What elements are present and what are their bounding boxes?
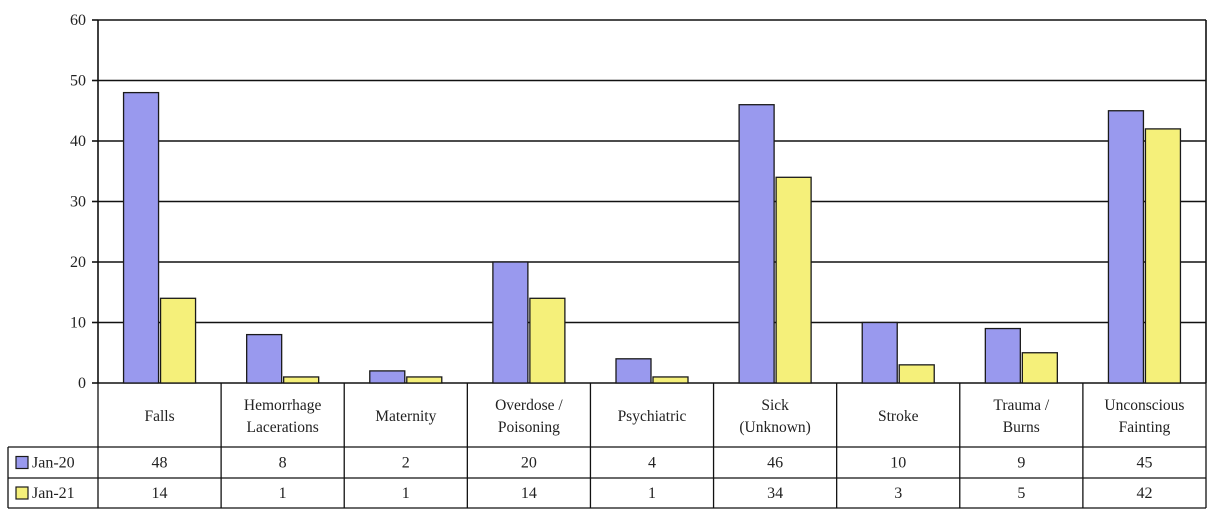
y-tick-label: 10 bbox=[70, 315, 86, 332]
data-table-cell: 34 bbox=[767, 485, 783, 502]
bar-jan-21 bbox=[159, 297, 197, 384]
data-table-cell: 4 bbox=[648, 455, 656, 472]
data-table-cell: 20 bbox=[521, 455, 537, 472]
legend-label-jan-21: Jan-21 bbox=[32, 485, 75, 502]
data-table-cell: 14 bbox=[152, 485, 168, 502]
data-table-cell: 10 bbox=[890, 455, 906, 472]
gridlines bbox=[92, 19, 1207, 384]
data-table-cell: 9 bbox=[1017, 455, 1025, 472]
legend-swatch-jan-20 bbox=[15, 455, 29, 470]
data-table-cell: 5 bbox=[1017, 485, 1025, 502]
bar-jan-21 bbox=[898, 364, 935, 384]
data-table-cell: 2 bbox=[402, 455, 410, 472]
bar-jan-20 bbox=[122, 91, 160, 384]
category-label: Hemorrhage bbox=[244, 397, 322, 414]
category-label: Poisoning bbox=[498, 419, 560, 436]
bar-jan-20 bbox=[615, 358, 652, 384]
data-table-cell: 3 bbox=[894, 485, 902, 502]
data-table-cell: 8 bbox=[279, 455, 287, 472]
data-table-cell: 42 bbox=[1136, 485, 1152, 502]
bar-jan-21 bbox=[283, 376, 320, 384]
category-label: Burns bbox=[1003, 419, 1040, 436]
bars bbox=[122, 91, 1182, 384]
bar-jan-21 bbox=[529, 297, 566, 384]
category-label: Unconscious bbox=[1104, 397, 1184, 414]
bar-jan-20 bbox=[369, 370, 406, 384]
y-tick-label: 40 bbox=[70, 133, 86, 150]
bar-jan-20 bbox=[1107, 110, 1145, 384]
y-tick-label: 30 bbox=[70, 194, 86, 211]
bar-jan-20 bbox=[861, 321, 898, 384]
category-label: Lacerations bbox=[247, 419, 319, 436]
data-table-cell: 45 bbox=[1136, 455, 1152, 472]
y-tick-label: 0 bbox=[78, 375, 86, 392]
y-axis-ticks: 0 10 20 30 40 50 60 bbox=[70, 12, 86, 392]
category-label: Falls bbox=[144, 408, 174, 425]
category-label: Overdose / bbox=[495, 397, 563, 414]
category-label: Psychiatric bbox=[618, 408, 687, 425]
bar-jan-21 bbox=[775, 176, 812, 384]
data-table-cell: 1 bbox=[648, 485, 656, 502]
category-label: Maternity bbox=[375, 408, 436, 425]
bar-jan-21 bbox=[1144, 128, 1182, 384]
data-table-cell: 14 bbox=[521, 485, 537, 502]
legend-label-jan-20: Jan-20 bbox=[32, 455, 75, 472]
data-table-cell: 1 bbox=[279, 485, 287, 502]
category-label: Fainting bbox=[1119, 419, 1171, 436]
y-tick-label: 60 bbox=[70, 12, 86, 29]
category-label: (Unknown) bbox=[739, 419, 810, 436]
y-tick-label: 20 bbox=[70, 254, 86, 271]
bar-jan-20 bbox=[246, 333, 283, 384]
data-table-cell: 46 bbox=[767, 455, 783, 472]
data-table-cell: 48 bbox=[152, 455, 168, 472]
data-table: Falls Hemorrhage Lacerations Maternity Overd… bbox=[7, 383, 1207, 509]
category-label: Trauma / bbox=[993, 397, 1050, 414]
bar-jan-21 bbox=[1021, 352, 1058, 384]
data-table-cell: 1 bbox=[402, 485, 410, 502]
bar-jan-20 bbox=[492, 261, 529, 384]
bar-jan-20 bbox=[984, 327, 1021, 384]
bar-jan-21 bbox=[652, 376, 689, 384]
category-label: Sick bbox=[761, 397, 789, 414]
legend-swatch-jan-21 bbox=[15, 486, 29, 500]
y-tick-label: 50 bbox=[70, 73, 86, 90]
bar-jan-21 bbox=[406, 376, 443, 384]
bar-jan-20 bbox=[738, 104, 775, 384]
category-label: Stroke bbox=[878, 408, 919, 425]
